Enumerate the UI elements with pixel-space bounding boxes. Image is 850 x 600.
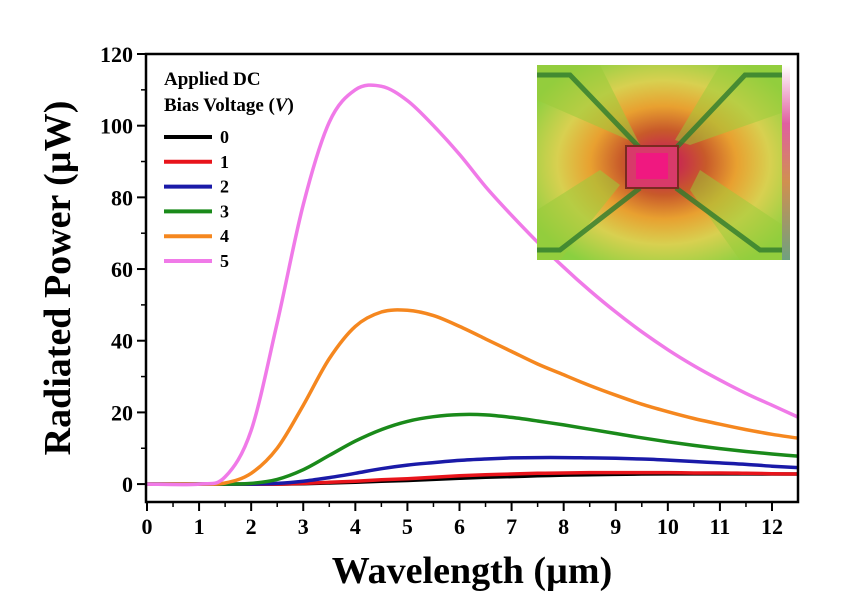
y-axis-label: Radiated Power (µW)	[37, 101, 79, 456]
y-tick-label: 80	[111, 185, 133, 210]
x-tick-label: 12	[761, 514, 783, 539]
x-tick-label: 10	[657, 514, 679, 539]
y-tick-label: 120	[100, 42, 133, 67]
x-tick-label: 3	[298, 514, 309, 539]
legend-title-line2: Bias Voltage (V)	[164, 95, 294, 116]
x-tick-label: 11	[710, 514, 731, 539]
legend-label-3V: 3	[220, 201, 229, 221]
plot-lines	[146, 83, 798, 487]
y-tick-label: 0	[122, 472, 133, 497]
y-tick-label: 60	[111, 257, 133, 282]
y-tick-label: 20	[111, 400, 133, 425]
legend-label-2V: 2	[220, 177, 229, 197]
legend-label-5V: 5	[220, 251, 229, 271]
legend-title-line1: Applied DC	[164, 69, 261, 90]
x-tick-label: 4	[350, 514, 361, 539]
x-tick-label: 7	[506, 514, 517, 539]
x-tick-label: 5	[402, 514, 413, 539]
inset-thermal-image	[537, 65, 790, 260]
x-axis: 0 1 2 3 4 5 6 7 8 9 10 11 12	[142, 502, 783, 539]
x-tick-label: 0	[142, 514, 153, 539]
y-axis: 0 20 40 60 80 100 120	[100, 42, 146, 497]
x-tick-label: 2	[246, 514, 257, 539]
x-axis-label: Wavelength (µm)	[332, 550, 612, 592]
legend-label-1V: 1	[220, 152, 229, 172]
x-tick-label: 8	[558, 514, 569, 539]
y-tick-label: 100	[100, 114, 133, 139]
legend-label-0V: 0	[220, 127, 229, 147]
series-line-5V	[146, 83, 798, 487]
series-line-2V	[146, 455, 798, 486]
series-line-3V	[146, 412, 798, 486]
y-tick-label: 40	[111, 329, 133, 354]
x-tick-label: 1	[194, 514, 205, 539]
series-line-4V	[146, 308, 798, 486]
plot-frame	[144, 52, 800, 504]
x-tick-label: 6	[454, 514, 465, 539]
legend-label-4V: 4	[220, 226, 229, 246]
x-tick-label: 9	[610, 514, 621, 539]
legend: Applied DC Bias Voltage (V) 0 1 2 3 4 5	[164, 69, 294, 271]
